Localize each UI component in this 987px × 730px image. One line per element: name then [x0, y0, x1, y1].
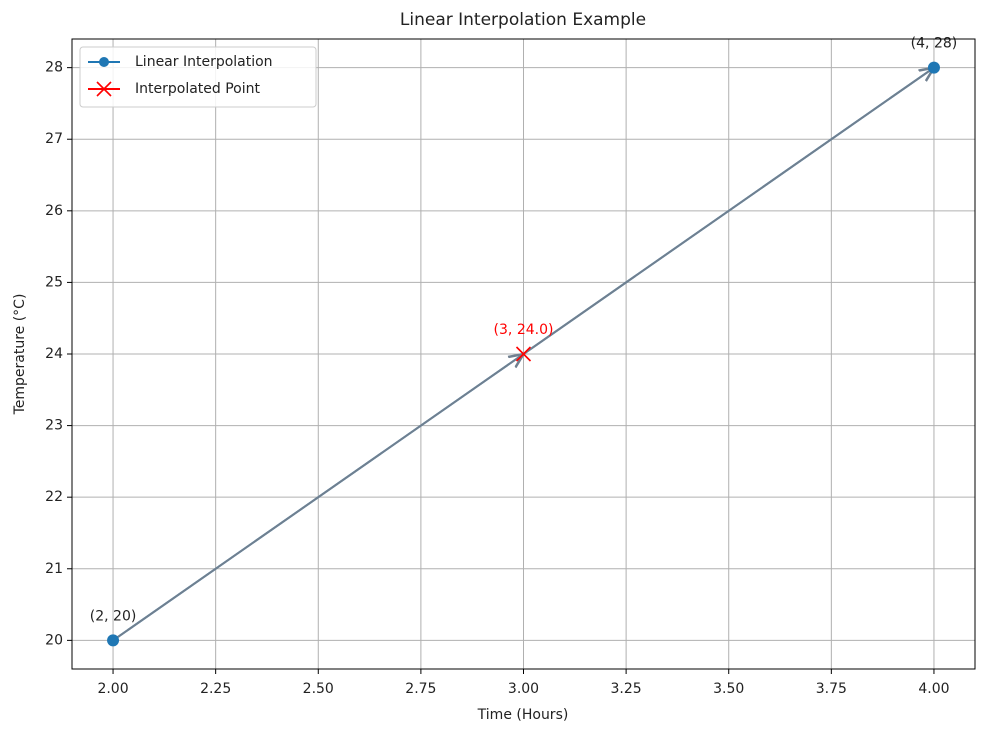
y-tick-label: 21	[45, 561, 63, 577]
x-tick-label: 2.50	[303, 681, 334, 697]
y-axis-label: Temperature (°C)	[12, 294, 28, 416]
legend-marker	[96, 81, 112, 97]
legend-label: Interpolated Point	[135, 81, 260, 97]
annotation-arrow	[112, 354, 523, 642]
y-tick-label: 23	[45, 418, 63, 434]
x-tick-label: 3.00	[508, 681, 539, 697]
legend-marker	[99, 57, 109, 67]
legend: Linear Interpolation Interpolated Point	[79, 46, 317, 108]
annotation: (4, 28)	[911, 36, 958, 52]
x-tick-label: 3.50	[713, 681, 744, 697]
x-axis-label: Time (Hours)	[477, 707, 569, 723]
legend-box	[79, 46, 317, 108]
legend-label: Linear Interpolation	[135, 54, 273, 70]
x-tick-label: 2.00	[97, 681, 128, 697]
x-tick-label: 2.25	[200, 681, 231, 697]
x-tick-label: 3.75	[816, 681, 847, 697]
y-tick-label: 28	[45, 60, 63, 76]
annotation-arrow	[522, 68, 934, 355]
point	[927, 61, 940, 74]
y-tick-label: 27	[45, 131, 63, 147]
y-tick-label: 26	[45, 203, 63, 219]
y-tick-label: 25	[45, 274, 63, 290]
axes-frame	[71, 38, 976, 670]
annotation: (2, 20)	[90, 608, 137, 624]
y-tick-label: 20	[45, 632, 63, 648]
point	[107, 634, 120, 647]
chart-title: Linear Interpolation Example	[400, 10, 646, 30]
x-tick-label: 4.00	[918, 681, 949, 697]
y-tick-label: 22	[45, 489, 63, 505]
annotation: (3, 24.0)	[494, 322, 554, 338]
point	[515, 346, 532, 362]
y-tick-label: 24	[45, 346, 63, 362]
x-tick-label: 2.75	[405, 681, 436, 697]
x-tick-label: 3.25	[611, 681, 642, 697]
